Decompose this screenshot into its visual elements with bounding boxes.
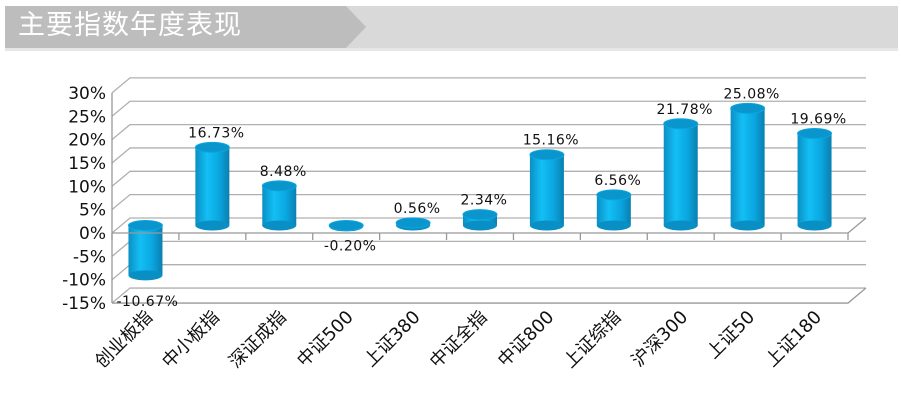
bar-上证380 (395, 217, 431, 231)
bar-base (596, 220, 631, 231)
bar-top (261, 180, 297, 192)
y-tick-label: 5% (79, 201, 106, 221)
bar-top (395, 217, 431, 229)
x-tick-label: 上证50 (703, 307, 760, 364)
gridline (111, 287, 866, 304)
bar-top (462, 209, 498, 221)
bar-深证成指 (261, 180, 297, 231)
bar-base (797, 220, 832, 231)
y-tick-label: -15% (62, 294, 106, 314)
y-tick-label: 15% (68, 154, 106, 174)
floor-edge (112, 287, 867, 304)
data-label: 0.56% (394, 201, 441, 217)
bar-top (730, 102, 766, 114)
gridline (111, 170, 866, 187)
bar-base (529, 220, 564, 231)
bar-base (463, 220, 497, 231)
page-title: 主要指数年度表现 (18, 10, 242, 41)
bar-body (663, 123, 698, 226)
bar-body (529, 154, 564, 226)
x-tick-label: 中证800 (494, 307, 559, 372)
y-tick-label: 25% (68, 107, 106, 127)
bar-上证综指 (596, 189, 632, 231)
x-tick-label: 上证180 (761, 307, 826, 372)
bar-中证800 (529, 149, 565, 231)
gridline (111, 264, 866, 281)
x-tick-label: 沪深300 (628, 307, 693, 372)
data-label: 8.48% (260, 164, 307, 180)
bar-中证全指 (462, 209, 498, 231)
bar-沪深300 (663, 118, 699, 231)
x-tick-label: 中证全指 (426, 307, 492, 373)
bar-top (596, 189, 632, 201)
bar-中证500 (328, 220, 364, 232)
bar-body (128, 225, 163, 276)
x-tick-label: 中小板指 (158, 307, 224, 373)
y-tick-label: 10% (68, 177, 106, 197)
bar-创业板指 (127, 220, 163, 281)
bar-top (529, 149, 565, 161)
bar-base (730, 220, 765, 231)
gridline (111, 240, 866, 257)
bar-top (328, 220, 364, 231)
x-tick-label: 上证380 (360, 307, 425, 372)
data-label: 19.69% (790, 112, 846, 128)
gridline (111, 77, 866, 94)
bar-body (730, 108, 765, 226)
title-banner (5, 6, 898, 51)
gridline (111, 123, 866, 141)
x-tick-label: 创业板指 (91, 307, 157, 373)
bar-base (195, 220, 230, 231)
data-label: 16.73% (188, 125, 244, 141)
y-tick-label: 30% (68, 84, 106, 104)
bar-top (127, 220, 163, 231)
y-tick-label: -10% (62, 271, 106, 291)
y-tick-label: 20% (68, 131, 106, 151)
bar-body (262, 185, 297, 226)
x-tick-label: 深证成指 (225, 307, 291, 373)
y-tick-label: 0% (79, 224, 106, 244)
data-label: 2.34% (461, 193, 508, 209)
bar-base (663, 220, 698, 231)
data-label: 25.08% (723, 86, 779, 102)
bar-top (194, 141, 230, 153)
bar-body (195, 147, 230, 226)
data-label: 6.56% (594, 173, 641, 189)
gridline (111, 100, 866, 117)
data-label: -10.67% (116, 294, 178, 310)
bar-上证180 (797, 128, 833, 231)
bar-top (663, 118, 699, 130)
x-tick-label: 中证500 (293, 307, 358, 372)
bar-base (262, 220, 297, 231)
bars: -10.67% 16.73% 8.48% -0.20% 0.56% 2.34% 15.16%… (116, 86, 846, 310)
bar-body (797, 133, 832, 226)
x-tick-label: 上证综指 (560, 307, 626, 373)
y-axis: 30% 25% 20% 15% 10% 5% 0% -5% -10% -15% (62, 84, 113, 314)
gridline (111, 147, 866, 164)
bar-top (797, 128, 833, 140)
data-label: -0.20% (324, 238, 377, 254)
bar-上证50 (730, 102, 766, 231)
bar-base (128, 270, 163, 281)
y-tick-label: -5% (73, 247, 106, 267)
data-label: 21.78% (657, 102, 713, 118)
data-label: 15.16% (523, 133, 579, 149)
bar-中小板指 (194, 141, 230, 231)
